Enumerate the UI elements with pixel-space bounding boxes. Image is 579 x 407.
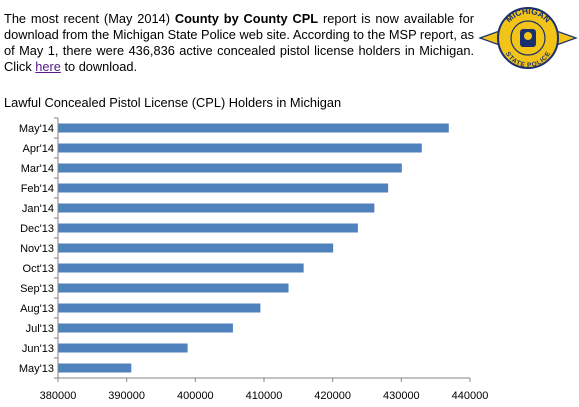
- x-tick-label: 430000: [383, 390, 420, 402]
- y-tick-label: Nov'13: [20, 243, 54, 255]
- y-tick-label: Aug'13: [20, 303, 54, 315]
- x-tick-label: 410000: [246, 390, 283, 402]
- y-tick-label: Jul'13: [26, 323, 54, 335]
- bar: [58, 343, 188, 353]
- download-link[interactable]: here: [35, 59, 61, 74]
- bar: [58, 183, 389, 193]
- bar: [58, 283, 289, 293]
- michigan-state-police-badge: MICHIGAN STATE POLICE: [478, 6, 578, 69]
- y-tick-label: May'13: [19, 363, 54, 375]
- bar: [58, 263, 304, 273]
- report-name: County by County CPL: [174, 11, 319, 26]
- y-tick-label: Jan'14: [22, 203, 54, 215]
- bar: [58, 363, 132, 373]
- bar: [58, 123, 449, 133]
- intro-text-middle: report is now available for download fro…: [4, 11, 474, 74]
- chart-title: Lawful Concealed Pistol License (CPL) Ho…: [4, 95, 342, 110]
- bar: [58, 243, 334, 253]
- bar: [58, 143, 422, 153]
- plot-area: May'14 Apr'14 Mar'14 Feb'14 Jan'14 Dec'13 Nov'…: [19, 117, 489, 402]
- y-tick-label: Feb'14: [21, 183, 54, 195]
- x-tick-label: 390000: [108, 390, 145, 402]
- bar: [58, 323, 233, 333]
- y-tick-label: Sep'13: [20, 283, 54, 295]
- badge-seal-emblem: [524, 32, 532, 40]
- y-tick-label: Mar'14: [21, 163, 54, 175]
- intro-text-start: The most recent (May 2014): [4, 11, 175, 26]
- y-tick-label: May'14: [19, 123, 54, 135]
- y-tick-label: Oct'13: [23, 263, 54, 275]
- intro-paragraph: The most recent (May 2014) County by Cou…: [4, 11, 474, 75]
- x-tick-label: 400000: [177, 390, 214, 402]
- bar: [58, 203, 375, 213]
- bar: [58, 303, 261, 313]
- y-tick-label: Jun'13: [22, 343, 54, 355]
- cpl-holders-bar-chart: May'14 Apr'14 Mar'14 Feb'14 Jan'14 Dec'13 Nov'…: [19, 117, 489, 402]
- y-tick-label: Apr'14: [23, 143, 54, 155]
- bar: [58, 223, 358, 233]
- x-tick-label: 420000: [314, 390, 351, 402]
- y-tick-label: Dec'13: [20, 223, 54, 235]
- x-tick-label: 440000: [452, 390, 489, 402]
- x-tick-label: 380000: [40, 390, 77, 402]
- bar: [58, 163, 402, 173]
- intro-text-end: to download.: [60, 59, 138, 74]
